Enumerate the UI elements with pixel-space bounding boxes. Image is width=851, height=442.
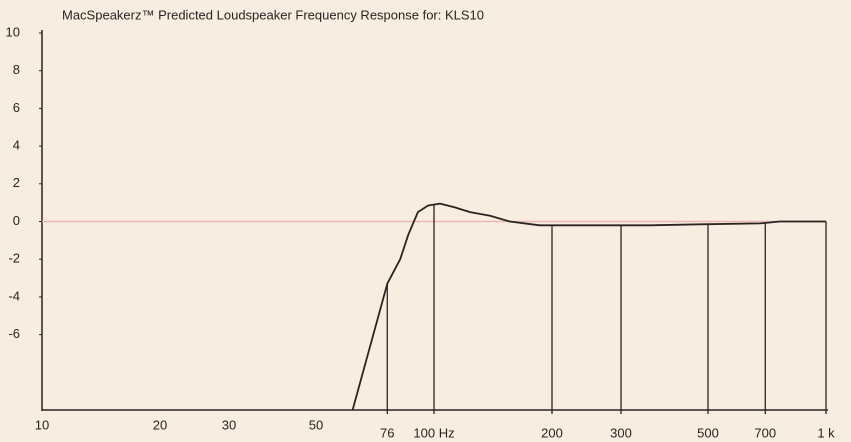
x-tick-label: 700	[754, 425, 776, 440]
y-tick-label: 8	[13, 62, 20, 77]
x-tick-label: 10	[35, 417, 49, 432]
x-tick-label: 300	[610, 425, 632, 440]
y-tick-label: -2	[8, 251, 20, 266]
y-tick-label: 6	[13, 100, 20, 115]
y-tick-label: -4	[8, 288, 20, 303]
y-tick-label: 4	[13, 138, 20, 153]
y-tick-label: 0	[13, 213, 20, 228]
x-tick-label: 20	[153, 417, 167, 432]
x-tick-label: 1 k	[817, 425, 835, 440]
x-tick-label: 500	[697, 425, 719, 440]
x-tick-label: 76	[380, 425, 394, 440]
y-tick-label: 10	[6, 24, 20, 39]
x-tick-label: 200	[541, 425, 563, 440]
x-tick-label: 100 Hz	[413, 425, 454, 440]
x-tick-label: 50	[309, 417, 323, 432]
x-tick-label: 30	[222, 417, 236, 432]
chart-title: MacSpeakerz™ Predicted Loudspeaker Frequ…	[62, 7, 484, 22]
y-tick-label: 2	[13, 175, 20, 190]
y-tick-label: -6	[8, 326, 20, 341]
response-curve	[351, 202, 826, 411]
